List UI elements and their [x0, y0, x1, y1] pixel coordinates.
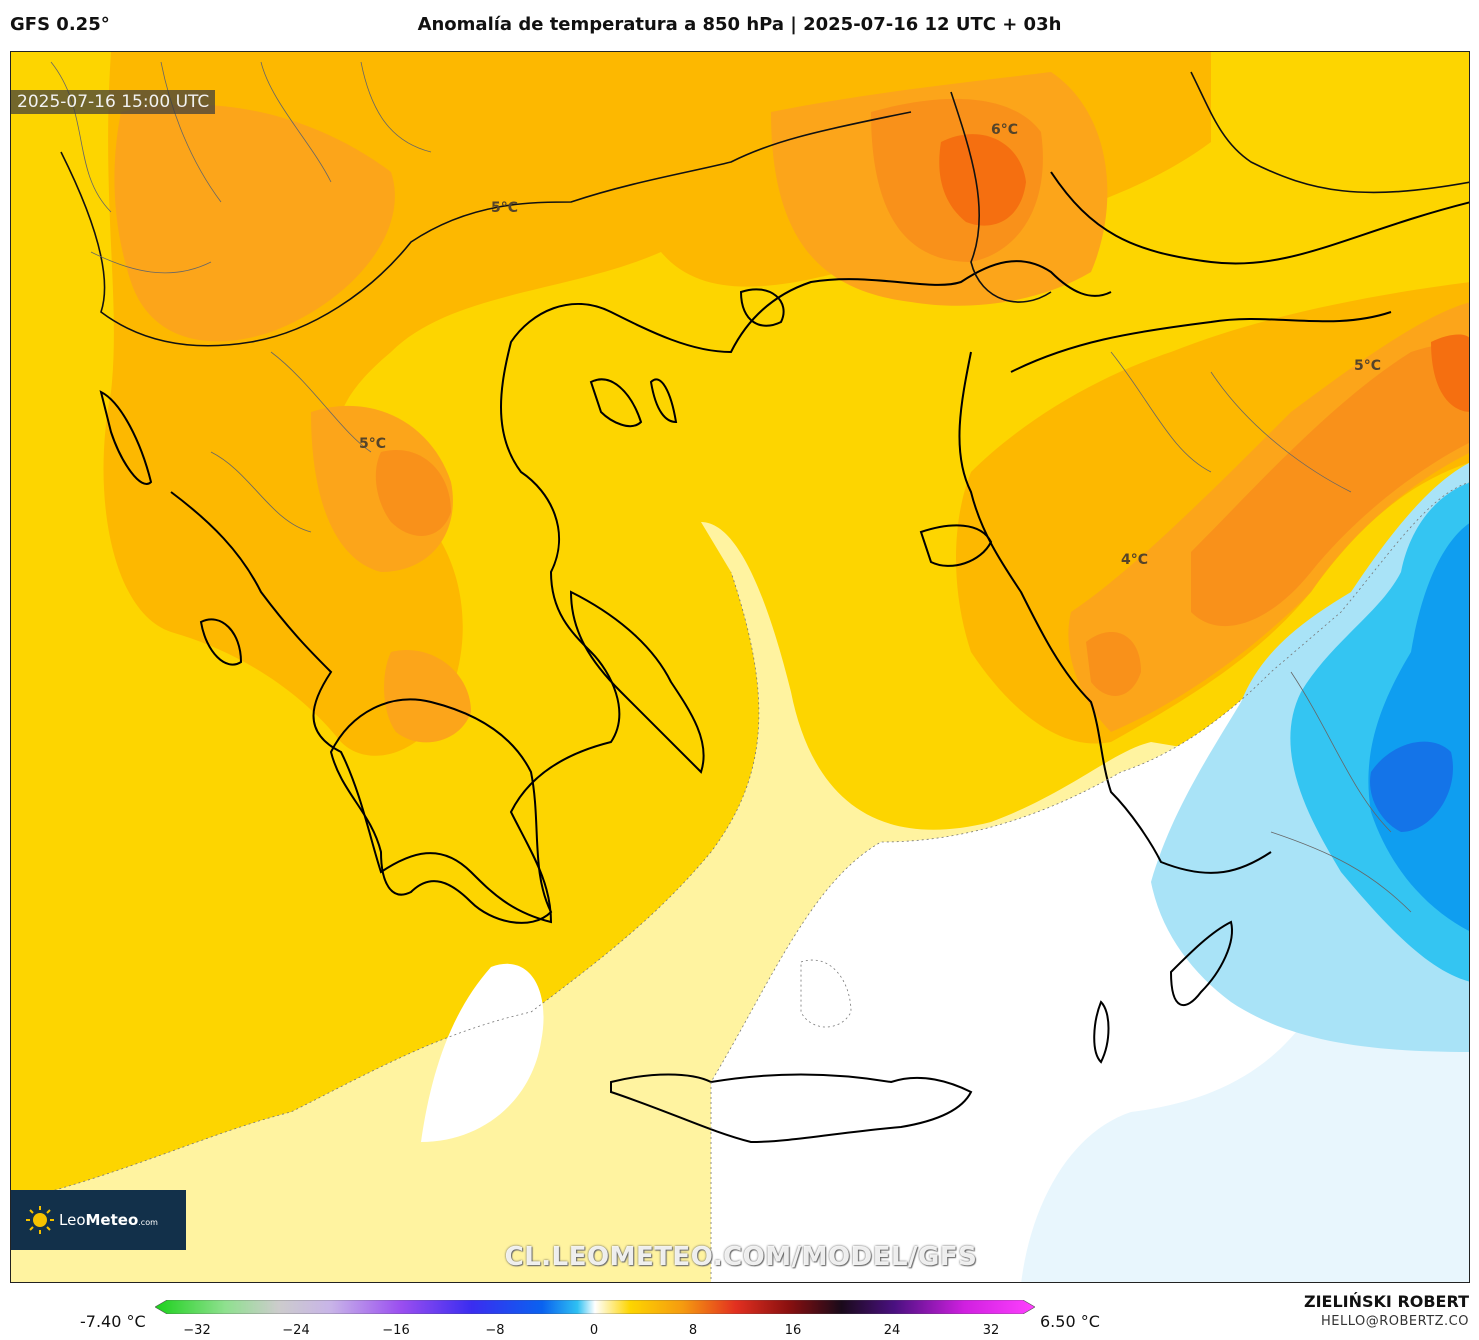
contour-0c	[710, 482, 1469, 1282]
anomaly-field	[11, 52, 1469, 1282]
contour-blue-edge	[800, 959, 852, 1028]
colorbar-tick: 8	[688, 1323, 698, 1338]
coastline-turkey-aegean	[958, 351, 1272, 874]
contour-1c	[11, 571, 760, 1203]
orange-4-region	[114, 104, 395, 342]
colorbar-max-label: 6.50 °C	[1040, 1312, 1100, 1331]
contour-label-4c: 4°C	[1121, 552, 1149, 568]
colorbar-min-label: -7.40 °C	[80, 1312, 146, 1331]
colorbar-tick: 32	[982, 1323, 1000, 1338]
colorbar-tick: −8	[485, 1323, 505, 1338]
coastline-marmara	[1010, 311, 1392, 373]
colorbar-tick: −16	[382, 1323, 410, 1338]
leometeo-logo[interactable]: LeoMeteo.com	[11, 1190, 186, 1250]
colorbar-tick: −32	[183, 1323, 211, 1338]
white-west-region	[421, 963, 544, 1142]
coastline-thasos	[739, 288, 785, 327]
model-url-watermark: CL.LEOMETEO.COM/MODEL/GFS	[504, 1242, 978, 1272]
author-email[interactable]: HELLO@ROBERTZ.CO	[1320, 1314, 1469, 1329]
border-bulgaria-turkey	[950, 91, 1052, 303]
orange-6-east-region	[1431, 334, 1469, 412]
map-title: Anomalía de temperatura a 850 hPa | 2025…	[417, 14, 1062, 35]
map-panel[interactable]: 6°C 5°C 5°C 5°C 4°C 2025-07-16 15:00 UTC…	[10, 51, 1470, 1283]
coastline-lesbos	[919, 524, 993, 567]
deep-blue-region	[1370, 741, 1453, 832]
coastline-greece-mainland	[170, 260, 1112, 924]
orange-5-east-region	[1191, 344, 1469, 627]
orange-6-ne-region	[939, 134, 1026, 226]
coastline-chalkidiki	[589, 378, 678, 428]
border-turkey-east	[1190, 71, 1469, 194]
colorbar-tick: −24	[282, 1323, 310, 1338]
colorbar-tick: 16	[784, 1323, 802, 1338]
model-name: GFS 0.25°	[10, 14, 110, 35]
coastline-evia	[569, 590, 705, 774]
colorbar-tick: 0	[589, 1323, 599, 1338]
colorbar	[155, 1300, 1035, 1314]
coastline-corfu	[99, 390, 153, 485]
coastline-kefalonia	[199, 618, 243, 666]
border-greece-north	[60, 111, 912, 347]
contour-label-5c-north: 5°C	[491, 200, 519, 216]
blue-region	[1368, 523, 1469, 931]
coastline-karpathos	[1093, 1000, 1110, 1064]
colorbar-tick: 24	[883, 1323, 901, 1338]
coastline-peloponnese	[329, 698, 553, 924]
logo-text: LeoMeteo.com	[59, 1211, 158, 1229]
coastline-crete	[610, 1073, 973, 1144]
orange-5-central-region	[375, 450, 451, 536]
contour-label-5c-central: 5°C	[359, 436, 387, 452]
contour-label-5c-east: 5°C	[1354, 358, 1382, 374]
sun-icon	[26, 1206, 54, 1234]
author-name: ZIELIŃSKI ROBERT	[1303, 1292, 1469, 1311]
orange-4-south-east-region	[1086, 632, 1141, 696]
admin-boundaries	[50, 61, 1412, 913]
orange-4-south-region	[384, 650, 471, 743]
coastline-black-sea	[1050, 171, 1469, 265]
contour-label-6c: 6°C	[991, 122, 1019, 138]
coastline-rhodes	[1169, 920, 1233, 1007]
valid-time-badge: 2025-07-16 15:00 UTC	[11, 90, 216, 114]
